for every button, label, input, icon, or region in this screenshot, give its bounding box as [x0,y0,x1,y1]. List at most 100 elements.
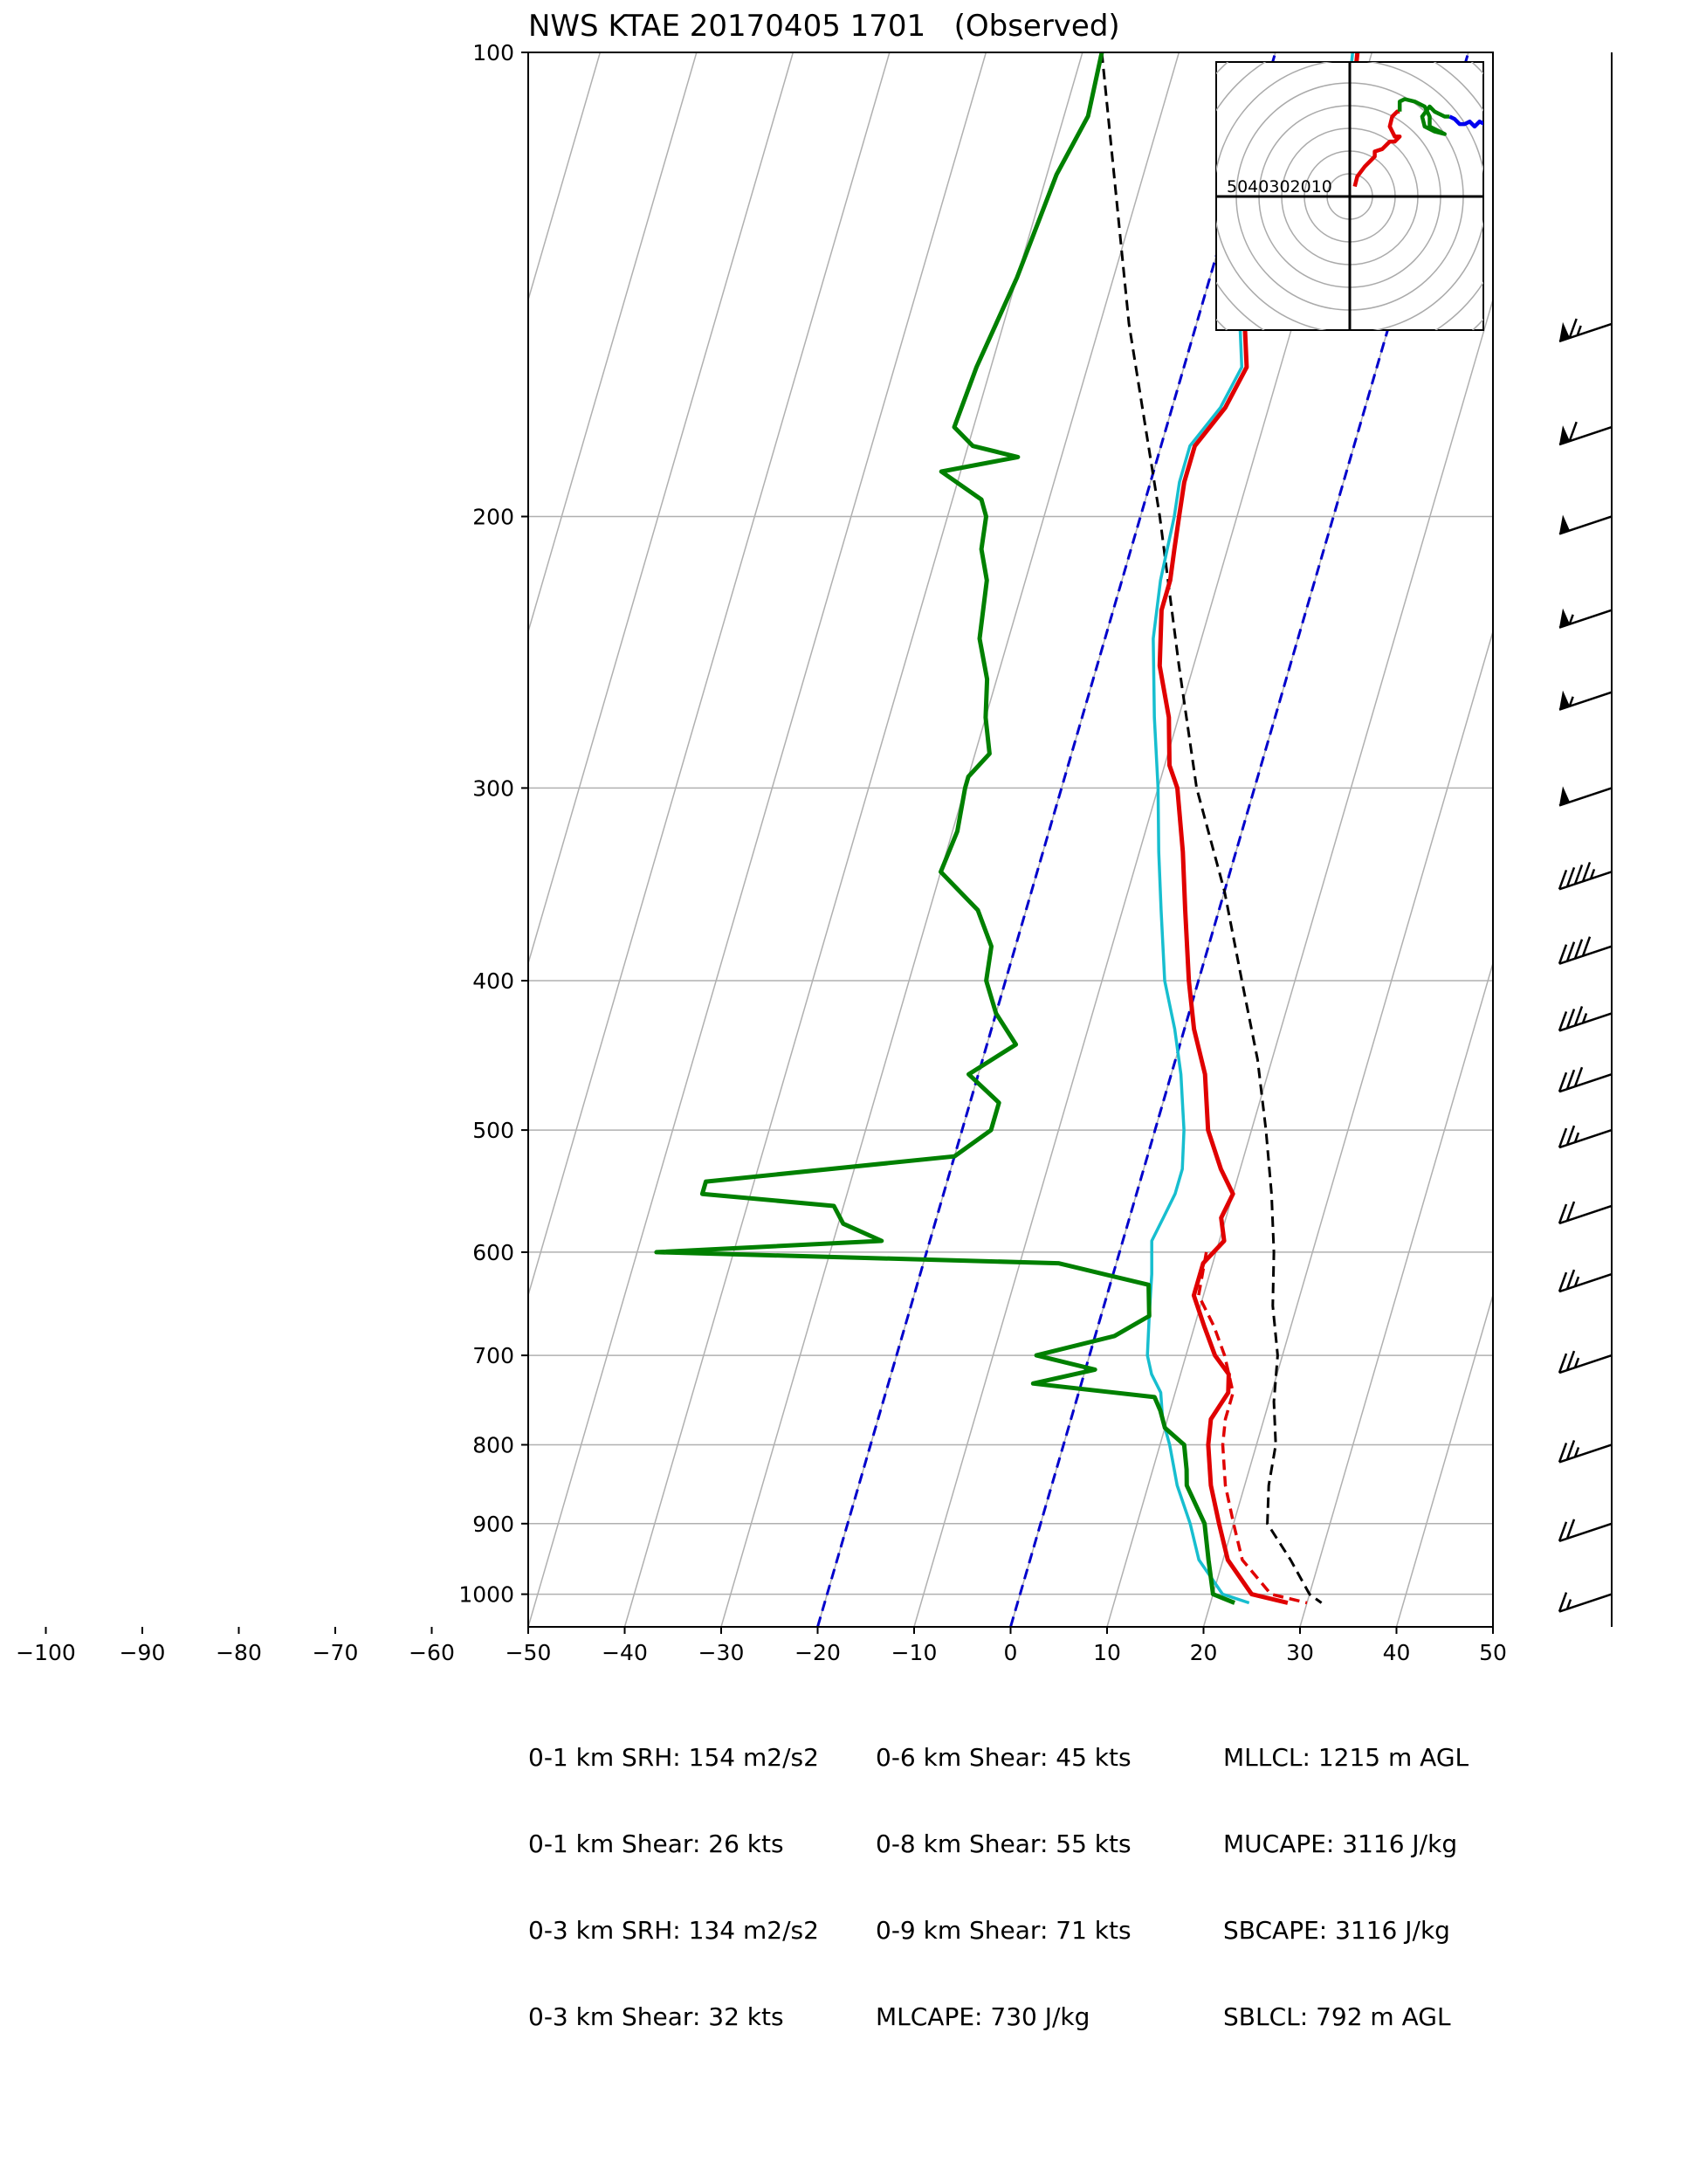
param-shear-06: 0-6 km Shear: 45 kts [876,1743,1132,1772]
barb-flag [1558,1071,1568,1092]
wind-barb [1558,690,1613,711]
barb-half-flag [1573,1357,1580,1368]
barb-flag [1565,1069,1576,1090]
y-tick-label: 700 [472,1343,514,1368]
isotherm-line [528,52,987,1627]
barb-flag [1558,1443,1568,1463]
params-col-2: 0-6 km Shear: 45 kts 0-8 km Shear: 55 kt… [876,1685,1132,2060]
param-shear-08: 0-8 km Shear: 55 kts [876,1829,1132,1858]
barb-flag [1558,1203,1568,1224]
x-tick-label: −10 [891,1640,938,1665]
isotherm-line [1299,961,1493,1627]
wind-barb [1558,1440,1613,1464]
param-shear-03: 0-3 km Shear: 32 kts [528,2002,784,2031]
wind-barb [1558,1201,1613,1225]
x-tick-label: −90 [120,1640,166,1665]
barb-flag [1565,1350,1576,1371]
param-mlcape: MLCAPE: 730 J/kg [876,2002,1090,2031]
y-tick-label: 100 [472,40,514,65]
wind-barb [1558,608,1613,629]
chart-title: NWS KTAE 20170405 1701 (Observed) [528,9,1120,44]
hodograph-trace-1 [1397,97,1450,136]
param-srh-03: 0-3 km SRH: 134 m2/s2 [528,1916,819,1945]
wind-barb [1558,1066,1613,1093]
x-tick-label: 0 [1004,1640,1018,1665]
hodograph-ring-labels: 5040302010 [1227,177,1332,196]
isotherm-line [528,52,794,966]
barb-half-flag [1565,1599,1572,1610]
hodograph-trace-2 [1448,114,1483,129]
param-mucape: MUCAPE: 3116 J/kg [1223,1829,1458,1858]
isotherm-line [528,52,698,634]
barb-flag [1565,941,1576,962]
x-tick-label: −100 [16,1640,76,1665]
hodograph-trace-0 [1352,109,1402,188]
barb-flag [1573,864,1584,885]
barb-flag [1581,861,1592,882]
barb-flag [1558,1353,1568,1374]
y-tick-label: 300 [472,775,514,801]
hodograph-clip: 5040302010 [1216,62,1483,330]
x-tick-label: 10 [1093,1640,1121,1665]
barb-flag [1565,1201,1576,1222]
y-tick-label: 1000 [458,1582,514,1608]
barb-half-flag [1573,1447,1580,1457]
barb-flag [1565,1440,1576,1460]
parcel-trace [1100,52,1323,1604]
profile-lines [654,52,1360,1605]
barb-half-flag [1573,1276,1580,1287]
barb-flag [1568,318,1578,339]
barb-pennant [1559,425,1570,445]
isotherm-line [1395,1292,1493,1627]
params-col-3: MLLCL: 1215 m AGL MUCAPE: 3116 J/kg SBCA… [1223,1685,1469,2060]
barb-flag [1565,866,1576,887]
wind-barb [1558,1592,1613,1613]
x-tick-label: −50 [506,1640,552,1665]
isotherm-line [623,52,1083,1627]
isotherm-line [1106,297,1493,1627]
barb-pennant [1559,514,1570,534]
param-shear-01: 0-1 km Shear: 26 kts [528,1829,784,1858]
hodograph: 5040302010 [1215,61,1484,331]
barb-half-flag [1581,1012,1588,1023]
barb-pennant [1559,786,1570,806]
barb-flag [1565,1519,1576,1540]
param-sblcl: SBLCL: 792 m AGL [1223,2002,1451,2031]
isotherm-line [46,52,504,1627]
virtual-temperature-trace [1197,1251,1308,1605]
wind-barb [1558,1125,1613,1149]
wind-barb [1558,1350,1613,1374]
y-tick-label: 500 [472,1118,514,1143]
x-tick-label: −20 [794,1640,841,1665]
barb-shaft [1558,609,1613,629]
y-tick-label: 800 [472,1432,514,1457]
wind-barb [1558,1519,1613,1542]
param-mllcl: MLLCL: 1215 m AGL [1223,1743,1469,1772]
barb-flag [1565,1269,1576,1290]
isotherm-line [1590,52,1699,1627]
barb-flag [1558,1271,1568,1292]
isotherm-line [0,52,118,1627]
param-shear-09: 0-9 km Shear: 71 kts [876,1916,1132,1945]
isotherm-line [0,52,407,1627]
dewpoint-trace [654,52,1236,1605]
x-tick-label: −60 [409,1640,455,1665]
wind-barb [1558,936,1613,965]
special-isotherm [816,52,1277,1627]
wind-barb [1558,1005,1613,1032]
barb-pennant [1559,608,1570,628]
y-tick-label: 600 [472,1240,514,1265]
barb-shaft [1558,515,1613,535]
barb-flag [1558,1127,1568,1148]
x-tick-label: −40 [602,1640,648,1665]
params-col-1: 0-1 km SRH: 154 m2/s2 0-1 km Shear: 26 k… [528,1685,819,2060]
isotherm-line [0,52,214,1627]
barb-flag [1558,1521,1568,1542]
isotherm-line [1492,1624,1493,1627]
wind-barb [1558,318,1613,343]
isotherm-line [528,52,602,302]
barb-flag [1581,936,1592,957]
barb-half-flag [1573,1132,1580,1143]
barb-flag [1565,1125,1576,1146]
